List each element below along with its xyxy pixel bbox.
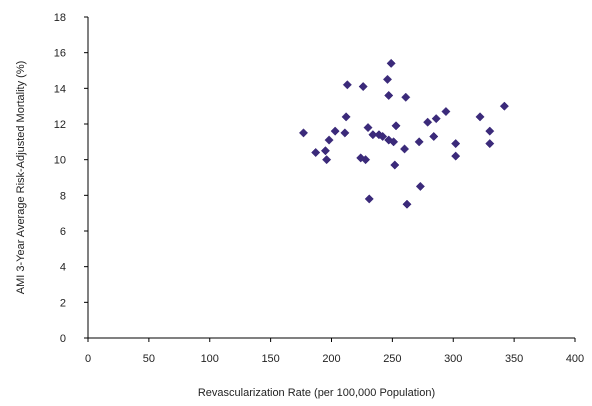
data-point <box>499 101 509 111</box>
data-point <box>386 58 396 68</box>
data-point <box>485 139 495 149</box>
data-point <box>320 146 330 156</box>
data-point <box>399 144 410 154</box>
x-tick-label: 0 <box>85 353 91 365</box>
data-point <box>330 126 340 136</box>
y-tick-label: 4 <box>60 262 66 274</box>
data-point <box>298 128 309 138</box>
y-tick-label: 6 <box>60 226 66 238</box>
data-points <box>298 58 509 209</box>
data-point <box>340 128 350 138</box>
y-tick-label: 8 <box>60 190 66 202</box>
x-axis-ticks: 0 50 100 150 200 250 300 350 400 <box>85 338 584 365</box>
data-point <box>451 151 461 161</box>
data-point <box>475 112 485 122</box>
data-point <box>391 121 401 131</box>
data-point <box>364 194 374 204</box>
data-point <box>368 130 378 140</box>
x-tick-label: 250 <box>383 353 401 365</box>
data-point <box>423 117 433 127</box>
y-tick-label: 0 <box>60 333 66 345</box>
data-point <box>341 112 351 122</box>
y-tick-label: 12 <box>54 119 66 131</box>
data-point <box>390 160 400 170</box>
data-point <box>389 137 399 147</box>
data-point <box>378 131 388 142</box>
data-point <box>441 106 451 117</box>
data-point <box>363 123 373 133</box>
data-point <box>342 80 352 90</box>
data-point <box>311 147 321 158</box>
data-point <box>429 131 439 142</box>
x-axis-title: Revascularization Rate (per 100,000 Popu… <box>198 387 435 399</box>
x-tick-label: 300 <box>444 353 462 365</box>
data-point <box>401 92 411 102</box>
data-point <box>451 139 461 149</box>
y-tick-label: 14 <box>54 83 66 95</box>
axes <box>87 17 575 339</box>
data-point <box>414 137 424 147</box>
y-tick-label: 18 <box>54 12 66 24</box>
x-tick-label: 200 <box>322 353 340 365</box>
data-point <box>382 74 393 84</box>
x-tick-label: 100 <box>201 353 219 365</box>
data-point <box>358 81 368 92</box>
data-point <box>415 181 425 191</box>
data-point <box>322 155 332 165</box>
data-point <box>361 155 371 165</box>
y-axis-title: AMI 3-Year Average Risk-Adjusted Mortali… <box>15 61 27 295</box>
y-axis-ticks: 0 2 4 6 8 10 12 14 16 18 <box>54 12 88 345</box>
data-point <box>402 199 412 209</box>
y-tick-label: 2 <box>60 297 66 309</box>
x-tick-label: 50 <box>143 353 155 365</box>
data-point <box>431 114 441 124</box>
y-tick-label: 16 <box>54 48 66 60</box>
x-tick-label: 400 <box>566 353 584 365</box>
data-point <box>356 153 366 163</box>
data-point <box>485 126 495 136</box>
data-point <box>384 90 394 101</box>
y-tick-label: 10 <box>54 155 66 167</box>
data-point <box>324 135 334 145</box>
x-tick-label: 350 <box>505 353 523 365</box>
x-tick-label: 150 <box>261 353 279 365</box>
